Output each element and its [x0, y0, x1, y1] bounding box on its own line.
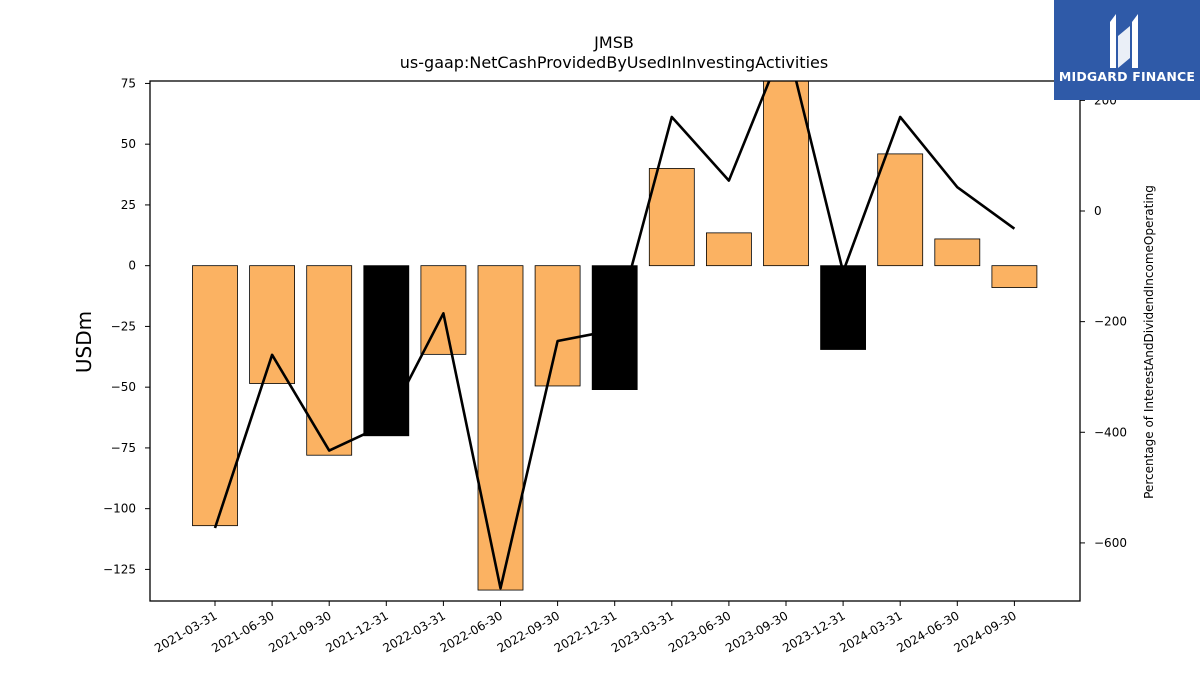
y-tick-label: −125	[103, 562, 136, 576]
y-axis-ticks: 75 50 25 0 −25 −50 −75 −100 −125	[103, 76, 150, 576]
y2-tick-label: −600	[1094, 536, 1127, 550]
x-tick-label: 2024-06-30	[894, 608, 961, 655]
bar-2022-06-30	[477, 265, 524, 591]
x-tick-label: 2021-06-30	[209, 608, 276, 655]
bar-2023-06-30	[706, 232, 752, 267]
percentage-line	[213, 81, 1016, 590]
bar-2021-03-31	[192, 265, 238, 527]
x-tick-label: 2021-12-31	[323, 608, 390, 655]
x-axis-ticks: 2021-03-312021-06-302021-09-302021-12-31…	[152, 601, 1019, 655]
bar-2022-12-31	[591, 265, 638, 390]
bar-2022-09-30	[534, 265, 581, 387]
y2-tick-label: 0	[1094, 204, 1102, 218]
x-tick-label: 2023-03-31	[609, 608, 676, 655]
bar-2023-03-31	[648, 168, 695, 267]
bar-2024-06-30	[934, 238, 981, 267]
bar-2024-03-31	[877, 153, 924, 267]
logo-text: MIDGARD FINANCE	[1058, 69, 1196, 84]
bar-2023-09-30	[763, 81, 809, 267]
y-tick-label: 75	[121, 76, 136, 90]
x-tick-label: 2024-09-30	[951, 608, 1018, 655]
x-tick-label: 2022-12-31	[552, 608, 619, 655]
chart-subtitle: us-gaap:NetCashProvidedByUsedInInvesting…	[400, 53, 828, 72]
chart-title: JMSB	[593, 33, 634, 52]
y2-axis-label: Percentage of InterestAndDividendIncomeO…	[1142, 185, 1156, 499]
y-tick-label: −25	[111, 319, 136, 333]
x-tick-label: 2023-06-30	[666, 608, 733, 655]
line-series	[213, 81, 1016, 590]
y-tick-label: 25	[121, 198, 136, 212]
y2-tick-label: −200	[1094, 315, 1127, 329]
bar-2024-09-30	[991, 265, 1038, 288]
y2-tick-label: −400	[1094, 425, 1127, 439]
x-tick-label: 2021-03-31	[152, 608, 219, 655]
x-tick-label: 2023-09-30	[723, 608, 790, 655]
bar-2021-12-31	[363, 265, 410, 437]
y-tick-label: −50	[111, 380, 136, 394]
y-tick-label: 50	[121, 137, 136, 151]
x-tick-label: 2024-03-31	[837, 608, 904, 655]
y-tick-label: −100	[103, 502, 136, 516]
y-tick-label: 0	[128, 259, 136, 273]
y-tick-label: −75	[111, 441, 136, 455]
y-axis-label: USDm	[72, 311, 96, 373]
x-tick-label: 2022-03-31	[380, 608, 447, 655]
logo-mark-icon	[1110, 14, 1138, 68]
midgard-finance-logo: MIDGARD FINANCE	[1054, 0, 1200, 100]
bar-2021-06-30	[249, 265, 296, 384]
x-tick-label: 2021-09-30	[266, 608, 333, 655]
bar-2021-09-30	[306, 265, 353, 456]
bar-series	[192, 81, 1038, 591]
x-tick-label: 2022-06-30	[438, 608, 505, 655]
bar-2023-12-31	[820, 265, 866, 350]
x-tick-label: 2022-09-30	[495, 608, 562, 655]
x-tick-label: 2023-12-31	[780, 608, 847, 655]
